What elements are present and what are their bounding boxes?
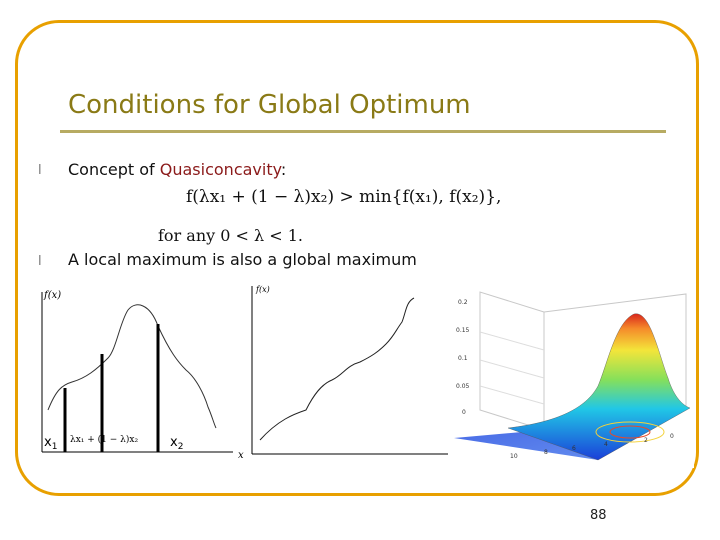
grid-line [479,331,545,351]
x1-label: x1 [44,435,57,452]
page-number: 88 [590,508,607,523]
z-tick-label: 0.2 [458,299,468,306]
slide-frame [15,20,699,496]
grid-line [479,385,545,405]
convex-combination-label: λx₁ + (1 − λ)x₂ [70,434,138,445]
z-tick-label: 0 [462,409,466,416]
z-tick-label: 0.1 [458,355,468,362]
x-tick-label: 4 [604,441,608,448]
x-tick-label: 10 [510,453,518,460]
bullet-quasiconcavity: Concept of Quasiconcavity: [68,160,286,179]
y-axis-label: f(x) [255,285,270,294]
x-tick-label: 0 [670,433,674,440]
surface-plot-figure: 0.2 0.15 0.1 0.05 0 10 8 6 4 2 0 [448,282,694,468]
increasing-curve [259,297,415,441]
formula-condition: for any 0 < λ < 1. [158,226,303,245]
z-tick-label: 0.15 [456,327,470,334]
slide-title: Conditions for Global Optimum [68,90,471,120]
x-axis-label: x [238,450,244,461]
z-tick-label: 0.05 [456,383,470,390]
bullet-local-global: A local maximum is also a global maximum [68,250,417,269]
grid-line [479,359,545,379]
surface-peak [507,313,691,461]
quasiconcave-function-figure: f(x) x1 λx₁ + (1 − λ)x₂ x2 [41,290,233,453]
title-divider [60,130,666,133]
contour-line [595,421,665,443]
bullet-prefix: Concept of [68,160,160,179]
x2-label: x2 [170,435,183,452]
x-tick-label: 6 [572,445,576,452]
monotone-function-figure: f(x) x [238,285,449,461]
term-quasiconcavity: Quasiconcavity [159,160,281,179]
bullet-suffix: : [280,160,287,179]
x-tick-label: 2 [644,437,648,444]
quasiconcave-curve [47,304,217,429]
bullet-icon: l [38,163,42,178]
contour-line [609,425,651,439]
y-axis-label: f(x) [43,290,61,301]
quasiconcavity-formula: f(λx₁ + (1 − λ)x₂) > min{f(x₁), f(x₂)}, [186,187,502,207]
x-tick-label: 8 [544,449,548,456]
bullet-icon: l [38,254,42,269]
